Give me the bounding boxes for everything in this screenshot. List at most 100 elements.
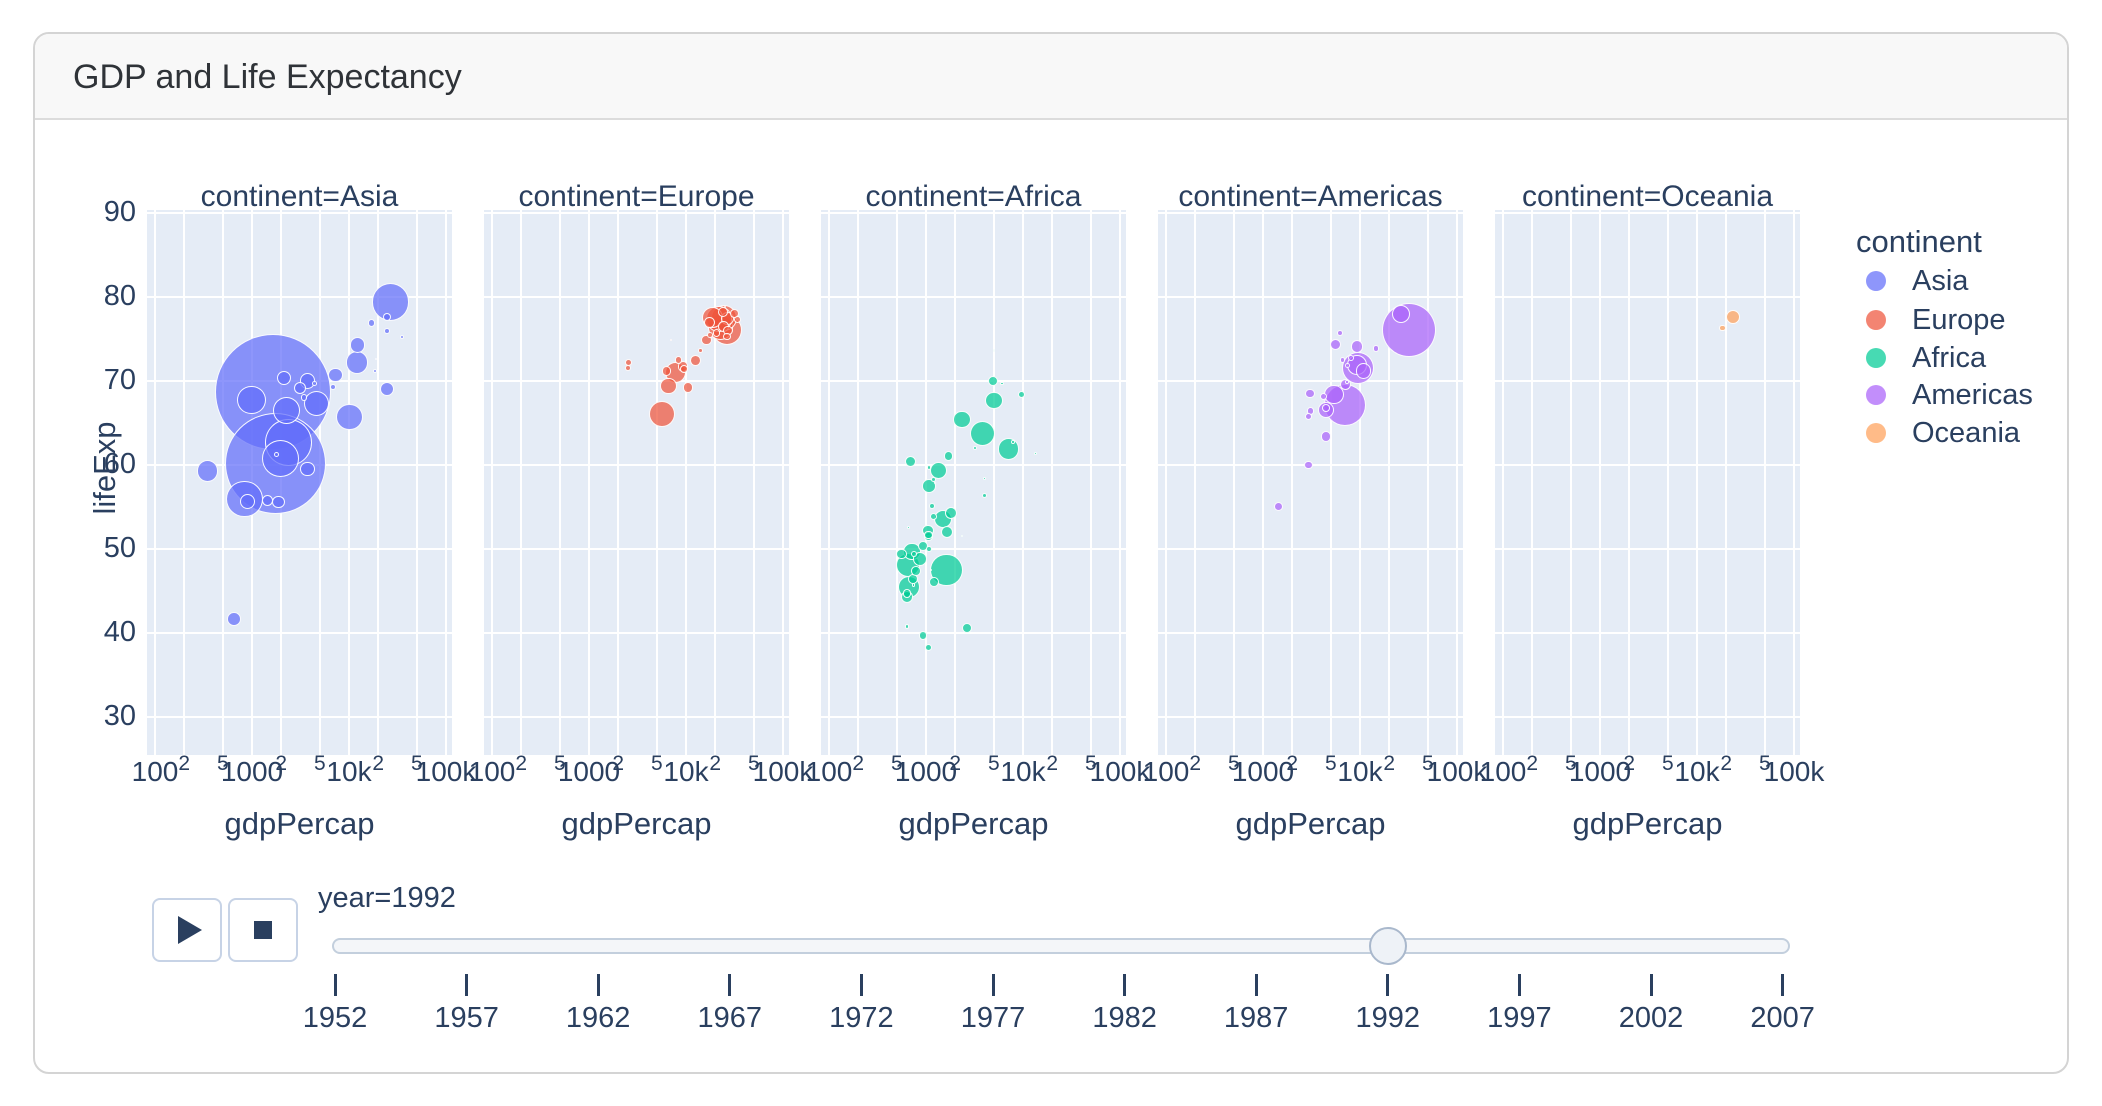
bubble[interactable] — [905, 456, 917, 468]
slider-step-1987[interactable]: 1987 — [1223, 1002, 1289, 1034]
legend-item-asia[interactable]: Asia — [1856, 264, 1968, 298]
bubble[interactable] — [682, 382, 694, 394]
bubble[interactable] — [1348, 354, 1355, 361]
bubble[interactable] — [1319, 392, 1327, 400]
bubble[interactable] — [982, 476, 986, 480]
bubble[interactable] — [669, 338, 673, 342]
bubble[interactable] — [272, 495, 285, 509]
bubble[interactable] — [910, 551, 917, 558]
bubble[interactable] — [1372, 345, 1380, 352]
bubble[interactable] — [987, 376, 998, 386]
bubble[interactable] — [896, 548, 908, 560]
bubble[interactable] — [277, 370, 292, 385]
slider-step-1982[interactable]: 1982 — [1092, 1002, 1157, 1034]
bubble[interactable] — [1391, 304, 1410, 323]
bubble[interactable] — [384, 327, 391, 334]
bubble[interactable] — [1336, 330, 1343, 337]
bubble[interactable] — [734, 316, 742, 324]
bubble[interactable] — [934, 481, 937, 484]
bubble[interactable] — [1274, 501, 1284, 511]
bubble[interactable] — [1725, 310, 1740, 325]
bubble[interactable] — [701, 334, 712, 346]
bubble[interactable] — [336, 403, 363, 431]
slider-step-1992[interactable]: 1992 — [1355, 1002, 1421, 1034]
legend-item-africa[interactable]: Africa — [1856, 341, 1986, 375]
bubble[interactable] — [706, 331, 713, 339]
bubble[interactable] — [330, 383, 337, 390]
bubble[interactable] — [312, 381, 318, 386]
bubble[interactable] — [910, 565, 921, 576]
bubble[interactable] — [704, 316, 716, 328]
bubble[interactable] — [943, 450, 954, 461]
bubble[interactable] — [328, 367, 343, 383]
legend-item-americas[interactable]: Americas — [1856, 378, 2033, 412]
bubble[interactable] — [367, 319, 376, 327]
slider-step-1967[interactable]: 1967 — [697, 1002, 763, 1034]
bubble[interactable] — [345, 351, 369, 374]
bubble[interactable] — [300, 394, 308, 402]
bubble[interactable] — [925, 546, 932, 553]
bubble[interactable] — [1321, 404, 1330, 412]
bubble[interactable] — [661, 366, 672, 376]
bubble[interactable] — [972, 446, 977, 451]
bubble[interactable] — [379, 382, 394, 397]
bubble[interactable] — [929, 512, 938, 520]
bubble[interactable] — [303, 390, 330, 417]
bubble[interactable] — [969, 421, 995, 447]
slider-step-1997[interactable]: 1997 — [1487, 1002, 1552, 1034]
bubble[interactable] — [1330, 338, 1342, 350]
bubble[interactable] — [689, 355, 701, 367]
bubble[interactable] — [399, 335, 404, 340]
slider-step-2002[interactable]: 2002 — [1618, 1002, 1684, 1034]
bubble[interactable] — [717, 307, 728, 318]
bubble[interactable] — [262, 439, 300, 477]
bubble[interactable] — [1344, 363, 1350, 369]
bubble[interactable] — [926, 465, 932, 470]
bubble[interactable] — [985, 391, 1003, 410]
bubble[interactable] — [1305, 388, 1315, 399]
bubble[interactable] — [660, 377, 677, 395]
bubble[interactable] — [944, 506, 957, 519]
slider-track[interactable] — [332, 938, 1790, 954]
bubble[interactable] — [953, 411, 971, 429]
slider-step-1972[interactable]: 1972 — [829, 1002, 894, 1034]
bubble[interactable] — [928, 502, 936, 510]
bubble[interactable] — [698, 348, 704, 354]
bubble[interactable] — [239, 493, 256, 509]
bubble[interactable] — [226, 611, 241, 626]
bubble[interactable] — [961, 622, 972, 633]
bubble[interactable] — [723, 306, 726, 309]
bubble[interactable] — [1011, 440, 1016, 445]
bubble[interactable] — [924, 530, 933, 539]
bubble[interactable] — [981, 492, 987, 498]
bubble[interactable] — [929, 462, 947, 480]
bubble[interactable] — [262, 494, 273, 506]
bubble[interactable] — [925, 643, 933, 651]
bubble[interactable] — [911, 583, 916, 587]
bubble[interactable] — [374, 358, 378, 361]
bubble[interactable] — [907, 525, 911, 529]
bubble[interactable] — [196, 460, 219, 482]
bubble[interactable] — [961, 534, 964, 537]
bubble[interactable] — [712, 329, 721, 337]
bubble[interactable] — [237, 386, 266, 415]
slider-step-1952[interactable]: 1952 — [302, 1002, 368, 1034]
bubble[interactable] — [922, 479, 936, 493]
bubble[interactable] — [1340, 378, 1352, 390]
bubble[interactable] — [273, 451, 279, 457]
bubble[interactable] — [904, 623, 910, 629]
bubble[interactable] — [918, 631, 927, 640]
play-button[interactable] — [152, 898, 222, 962]
slider-handle[interactable] — [1368, 927, 1407, 965]
bubble[interactable] — [930, 568, 933, 571]
bubble[interactable] — [624, 364, 631, 371]
bubble[interactable] — [1339, 357, 1346, 363]
bubble[interactable] — [941, 526, 954, 539]
legend-item-europe[interactable]: Europe — [1856, 303, 2006, 337]
bubble[interactable] — [349, 337, 366, 353]
bubble[interactable] — [997, 438, 1019, 460]
bubble[interactable] — [300, 462, 315, 477]
bubble[interactable] — [929, 576, 939, 587]
stop-button[interactable] — [228, 898, 298, 962]
bubble[interactable] — [723, 332, 731, 341]
